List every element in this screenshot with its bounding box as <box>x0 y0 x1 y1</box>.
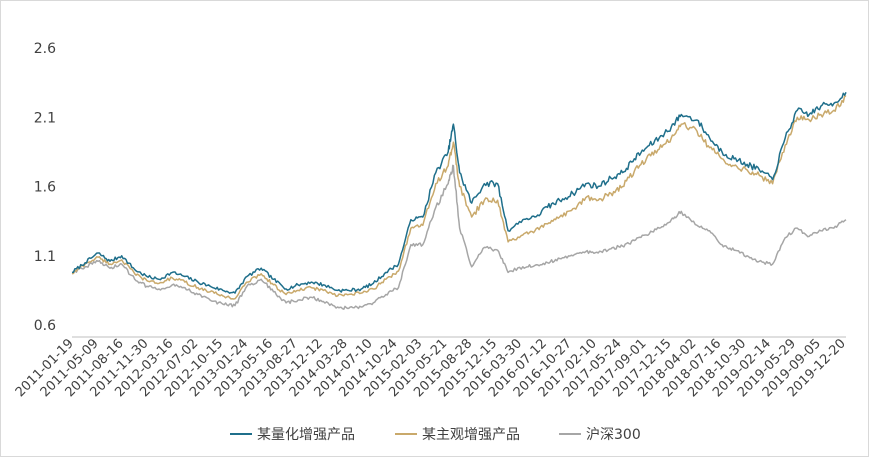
y-tick-label: 1.6 <box>34 180 56 196</box>
y-tick-label: 1.1 <box>34 249 56 265</box>
y-tick-label: 0.6 <box>34 318 56 334</box>
plot-series <box>71 91 847 310</box>
legend-label: 某量化增强产品 <box>257 427 355 443</box>
legend-label: 沪深300 <box>586 427 641 443</box>
y-axis-ticks: 0.6 1.1 1.6 2.1 2.6 <box>34 41 56 334</box>
legend: 某量化增强产品 某主观增强产品 沪深300 <box>230 427 641 443</box>
y-tick-label: 2.1 <box>34 110 56 126</box>
series-line <box>71 164 847 310</box>
y-tick-label: 2.6 <box>34 41 56 57</box>
series-line <box>71 91 847 294</box>
series-line <box>71 94 847 300</box>
x-axis-ticks: 2011-01-192011-05-092011-08-162011-11-30… <box>13 336 849 400</box>
legend-label: 某主观增强产品 <box>422 427 520 443</box>
